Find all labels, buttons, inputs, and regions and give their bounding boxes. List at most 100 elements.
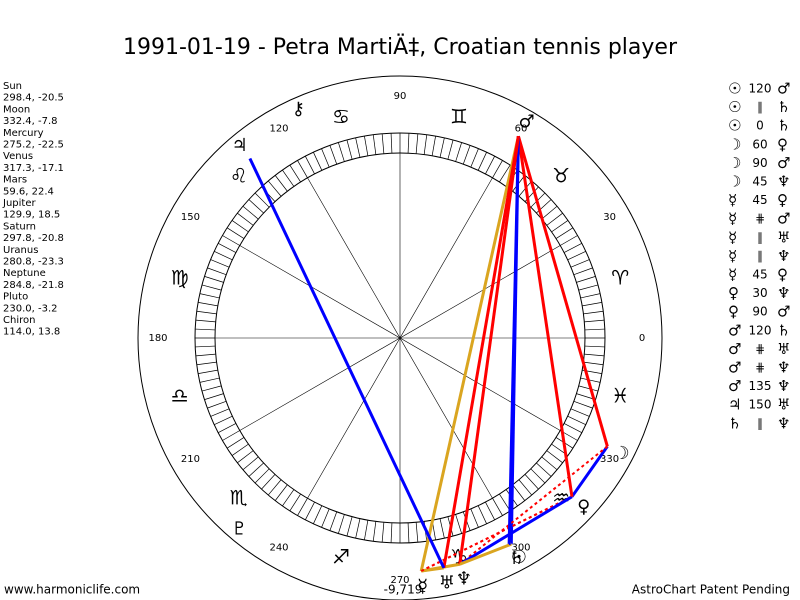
ring-hatch bbox=[372, 521, 377, 542]
planet-glyph: ☽ bbox=[613, 443, 629, 464]
planet-name: Chiron bbox=[3, 315, 35, 326]
ring-hatch bbox=[218, 423, 237, 433]
ring-hatch bbox=[355, 137, 361, 158]
aspect-type: 0 bbox=[756, 119, 764, 133]
ring-hatch bbox=[355, 518, 361, 539]
planet-name: Venus bbox=[3, 151, 33, 162]
aspect-type: ∥ bbox=[757, 230, 763, 244]
aspect-b: ♄ bbox=[777, 98, 790, 116]
planet-glyph: ☉ bbox=[511, 547, 527, 568]
ring-hatch bbox=[567, 415, 586, 425]
planet-position: 129.9, 18.5 bbox=[3, 210, 60, 221]
ring-hatch bbox=[289, 493, 301, 512]
planet-position: 114.0, 13.8 bbox=[3, 327, 60, 338]
ring-hatch bbox=[242, 205, 259, 220]
aspect-type: 90 bbox=[752, 305, 767, 319]
ring-hatch bbox=[485, 156, 495, 175]
ring-hatch bbox=[583, 361, 604, 366]
outer-circle bbox=[137, 75, 663, 600]
degree-label: 0 bbox=[639, 333, 645, 344]
ring-hatch bbox=[196, 310, 217, 315]
degree-label: 120 bbox=[269, 123, 288, 134]
ring-hatch bbox=[248, 462, 264, 477]
ring-hatch bbox=[210, 408, 230, 417]
zodiac-sign: ♎ bbox=[171, 384, 189, 408]
ring-hatch bbox=[431, 136, 436, 156]
degree-label: 330 bbox=[600, 454, 619, 465]
ring-hatch bbox=[583, 310, 604, 315]
ring-hatch bbox=[204, 276, 224, 283]
ring-hatch bbox=[218, 243, 237, 253]
ring-hatch bbox=[584, 345, 605, 348]
bottom-value: -9,719 bbox=[384, 583, 423, 597]
aspect-type: 45 bbox=[752, 175, 767, 189]
aspect-type: 135 bbox=[749, 379, 772, 393]
ring-hatch bbox=[439, 518, 445, 539]
ring-hatch bbox=[567, 251, 586, 261]
planet-position: 230.0, -3.2 bbox=[3, 303, 58, 314]
aspect-b: ♀ bbox=[777, 135, 788, 153]
planet-glyph: ♂ bbox=[518, 111, 534, 132]
ring-hatch bbox=[390, 133, 393, 154]
footer-left: www.harmoniclife.com bbox=[4, 583, 140, 597]
ring-hatch bbox=[541, 456, 558, 471]
ring-hatch bbox=[297, 498, 308, 516]
ring-hatch bbox=[576, 276, 596, 283]
ring-hatch bbox=[207, 267, 227, 276]
ring-hatch bbox=[518, 479, 533, 496]
aspect-b: ♆ bbox=[777, 173, 790, 191]
planet-name: Mars bbox=[3, 175, 27, 186]
aspect-b: ♄ bbox=[777, 321, 790, 339]
ring-hatch bbox=[499, 164, 511, 183]
ring-hatch bbox=[563, 423, 582, 433]
aspect-a: ♄ bbox=[728, 414, 741, 432]
ring-hatch bbox=[195, 345, 216, 348]
aspect-line bbox=[459, 495, 573, 566]
ring-hatch bbox=[580, 377, 601, 383]
planet-name: Jupiter bbox=[2, 198, 36, 209]
ring-hatch bbox=[274, 175, 288, 192]
degree-label: 30 bbox=[603, 212, 616, 223]
ring-hatch bbox=[573, 400, 593, 409]
ring-hatch bbox=[455, 142, 462, 162]
degree-label: 90 bbox=[394, 91, 407, 102]
aspect-a: ☿ bbox=[728, 191, 737, 209]
aspect-type: 60 bbox=[752, 137, 767, 151]
aspect-line bbox=[458, 136, 520, 565]
aspect-a: ♂ bbox=[728, 321, 741, 339]
ring-hatch bbox=[346, 139, 353, 160]
aspect-a: ☽ bbox=[728, 173, 741, 191]
ring-hatch bbox=[267, 180, 282, 197]
aspect-type: 120 bbox=[749, 82, 772, 96]
aspect-a: ☉ bbox=[728, 117, 741, 135]
zodiac-sign: ♈ bbox=[611, 265, 629, 289]
ring-hatch bbox=[512, 484, 526, 501]
ring-hatch bbox=[329, 511, 338, 531]
ring-hatch bbox=[364, 520, 369, 540]
aspect-b: ♂ bbox=[777, 80, 790, 98]
zodiac-sign: ♉ bbox=[552, 163, 570, 187]
aspect-a: ♃ bbox=[728, 396, 741, 414]
degree-label: 60 bbox=[515, 123, 528, 134]
planet-position: 332.4, -7.8 bbox=[3, 116, 58, 127]
ring-hatch bbox=[305, 156, 315, 175]
aspect-b: ♅ bbox=[777, 396, 790, 414]
zodiac-sign: ♐ bbox=[332, 545, 350, 569]
ring-hatch bbox=[546, 212, 563, 226]
ring-hatch bbox=[584, 353, 605, 357]
ring-hatch bbox=[231, 220, 249, 233]
aspect-type: ∥ bbox=[757, 100, 763, 114]
ring-hatch bbox=[305, 501, 315, 520]
ring-hatch bbox=[210, 259, 230, 268]
ring-hatch bbox=[346, 516, 353, 537]
ring-hatch bbox=[338, 514, 345, 534]
planet-name: Uranus bbox=[3, 245, 38, 256]
aspect-a: ☿ bbox=[728, 266, 737, 284]
ring-hatch bbox=[289, 164, 301, 183]
ring-hatch bbox=[282, 489, 295, 507]
ring-hatch bbox=[214, 251, 233, 261]
ring-hatch bbox=[477, 152, 487, 171]
planet-glyph: ♄ bbox=[509, 548, 525, 569]
aspect-line bbox=[516, 135, 574, 497]
ring-hatch bbox=[195, 328, 216, 331]
